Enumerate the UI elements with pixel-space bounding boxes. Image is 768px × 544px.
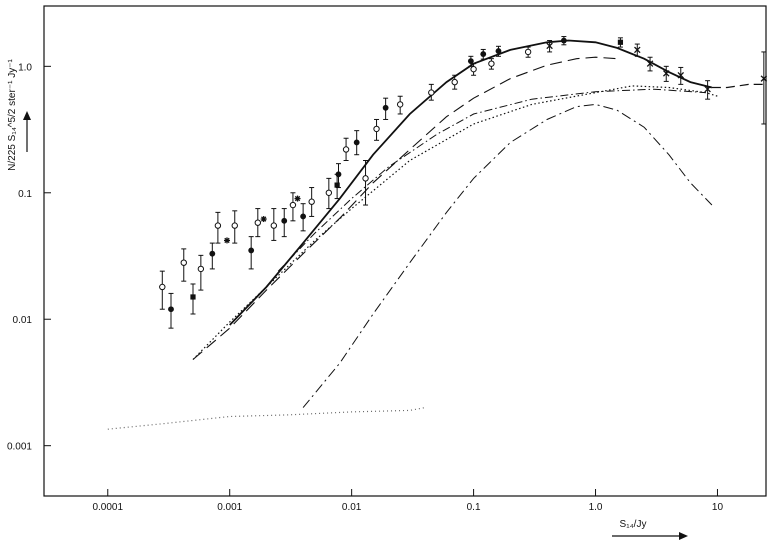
open-circle-marker (362, 175, 369, 182)
filled-circle-marker (300, 213, 307, 220)
model-curve-solid (229, 39, 713, 326)
open-circle-marker (180, 259, 187, 266)
open-circle-marker (325, 189, 333, 196)
open-circle-marker (342, 146, 350, 153)
x-axis-title-group: S₁₄/Jy (612, 519, 688, 540)
filled-square-marker (334, 182, 340, 188)
filled-circle-marker (281, 217, 288, 224)
asterisk-stroke (224, 237, 230, 244)
x-tick-label: 0.0001 (92, 502, 123, 513)
asterisk-marker (223, 237, 230, 244)
open-circle-marker (488, 60, 495, 67)
y-tick-label: 0.01 (13, 315, 33, 326)
plot-frame (43, 5, 767, 497)
filled-circle-marker (168, 306, 174, 313)
filled-circle-marker (495, 48, 502, 54)
cross-marker (546, 42, 553, 50)
filled-circle-marker (353, 139, 360, 146)
open-circle-marker (159, 283, 166, 291)
model-curve-dash-dot-steep (302, 103, 713, 408)
asterisk-marker (294, 195, 301, 202)
plot-border (43, 5, 767, 497)
x-tick-label: 0.01 (342, 502, 362, 513)
y-axis-arrowhead (23, 111, 31, 120)
open-circle-marker (308, 198, 315, 205)
cross-marker (677, 71, 685, 79)
x-tick-label: 0.001 (217, 502, 242, 513)
cross-marker (662, 70, 670, 77)
cross-marker (646, 60, 654, 67)
model-curve-faint-dotted (107, 407, 426, 430)
filled-circle-marker (382, 104, 389, 111)
model-curve-long-dash (192, 56, 618, 360)
open-circle-marker (197, 265, 205, 273)
x-tick-label: 10 (712, 502, 724, 513)
y-tick-label: 0.1 (18, 189, 32, 200)
open-circle-marker (231, 222, 238, 229)
open-circle-marker (214, 222, 222, 229)
open-circle-marker (451, 78, 458, 86)
cross-stroke (546, 42, 553, 50)
cross-stroke (662, 70, 670, 77)
cross-marker (634, 46, 641, 54)
y-axis-title-group: N/225 S₁₄^5/2 ster⁻¹ Jy⁻¹ (7, 59, 31, 171)
open-circle-marker (524, 48, 532, 56)
cross-stroke (760, 75, 768, 82)
model-curve-dotted (192, 85, 718, 360)
filled-circle-marker (467, 58, 474, 64)
asterisk-stroke (261, 216, 267, 222)
model-curve-dash-dot (277, 88, 706, 272)
model-curve-dashed (711, 83, 766, 89)
open-circle-marker (254, 219, 262, 226)
cross-stroke (677, 71, 685, 79)
asterisk-stroke (294, 195, 301, 202)
open-circle-marker (270, 222, 278, 229)
cross-stroke (634, 46, 641, 54)
data-points (159, 36, 768, 329)
filled-square-marker (190, 294, 196, 300)
open-circle-marker (470, 65, 477, 73)
open-circle-marker (289, 201, 297, 209)
model-curves (107, 39, 766, 430)
filled-circle-marker (560, 37, 567, 44)
x-axis-title: S₁₄/Jy (620, 519, 647, 530)
y-axis-title: N/225 S₁₄^5/2 ster⁻¹ Jy⁻¹ (7, 59, 18, 171)
y-tick-label: 1.0 (18, 62, 32, 73)
open-circle-marker (373, 125, 380, 133)
filled-circle-marker (480, 51, 487, 57)
filled-circle-marker (209, 250, 216, 257)
open-circle-marker (428, 89, 435, 96)
asterisk-marker (260, 216, 267, 223)
open-circle-marker (396, 101, 404, 108)
x-axis-arrowhead (679, 532, 688, 540)
y-tick-label: 0.001 (7, 442, 32, 453)
cross-marker (704, 85, 711, 93)
x-tick-label: 1.0 (589, 502, 603, 513)
cross-marker (760, 75, 768, 82)
filled-square-marker (617, 39, 624, 45)
cross-stroke (704, 85, 711, 93)
filled-circle-marker (248, 247, 255, 254)
cross-stroke (646, 60, 654, 67)
x-tick-label: 0.1 (467, 502, 481, 513)
axis-ticks: 0.0001 0.001 0.01 0.1 1.0 10 0.001 0.01 0.1 1.0 (7, 62, 724, 513)
